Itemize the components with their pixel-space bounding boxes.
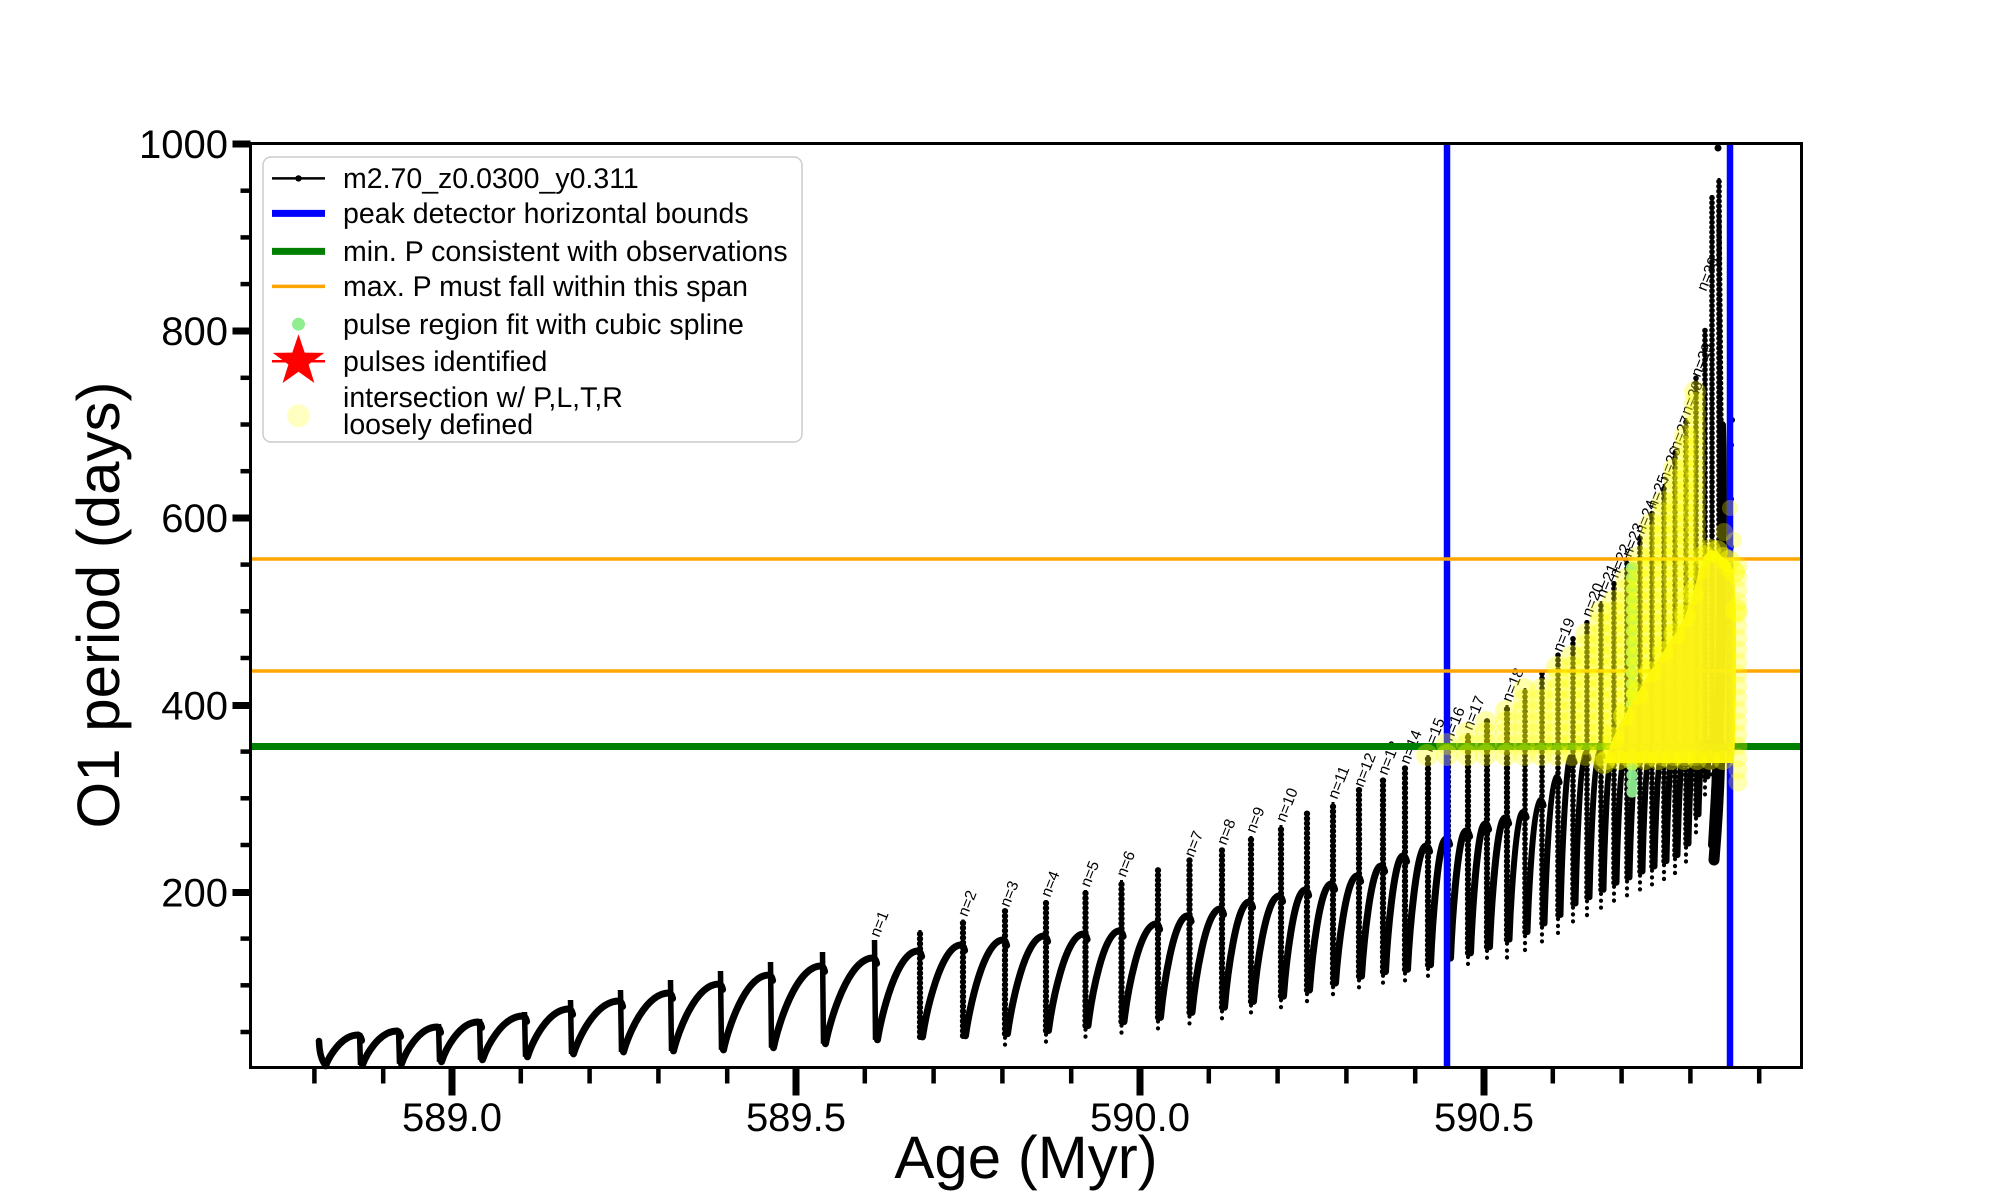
svg-text:590.0: 590.0 (1090, 1096, 1190, 1140)
svg-text:600: 600 (161, 497, 228, 541)
svg-text:intersection w/ P,L,T,R: intersection w/ P,L,T,R (343, 382, 623, 414)
svg-text:pulses identified: pulses identified (343, 346, 547, 378)
svg-text:m2.70_z0.0300_y0.311: m2.70_z0.0300_y0.311 (343, 163, 639, 195)
svg-text:min. P consistent with observa: min. P consistent with observations (343, 236, 788, 268)
svg-text:peak detector horizontal bound: peak detector horizontal bounds (343, 198, 749, 230)
svg-text:loosely defined: loosely defined (343, 409, 533, 441)
svg-text:800: 800 (161, 310, 228, 354)
svg-text:Age (Myr): Age (Myr) (894, 1124, 1157, 1191)
svg-text:589.0: 589.0 (402, 1096, 502, 1140)
svg-text:589.5: 589.5 (746, 1096, 846, 1140)
svg-text:pulse region fit with cubic sp: pulse region fit with cubic spline (343, 309, 744, 341)
svg-text:1000: 1000 (139, 123, 228, 167)
svg-text:400: 400 (161, 685, 228, 729)
svg-text:590.5: 590.5 (1434, 1096, 1534, 1140)
svg-text:max. P must fall within this s: max. P must fall within this span (343, 271, 748, 303)
svg-text:O1 period (days): O1 period (days) (65, 382, 132, 829)
svg-text:200: 200 (161, 872, 228, 916)
